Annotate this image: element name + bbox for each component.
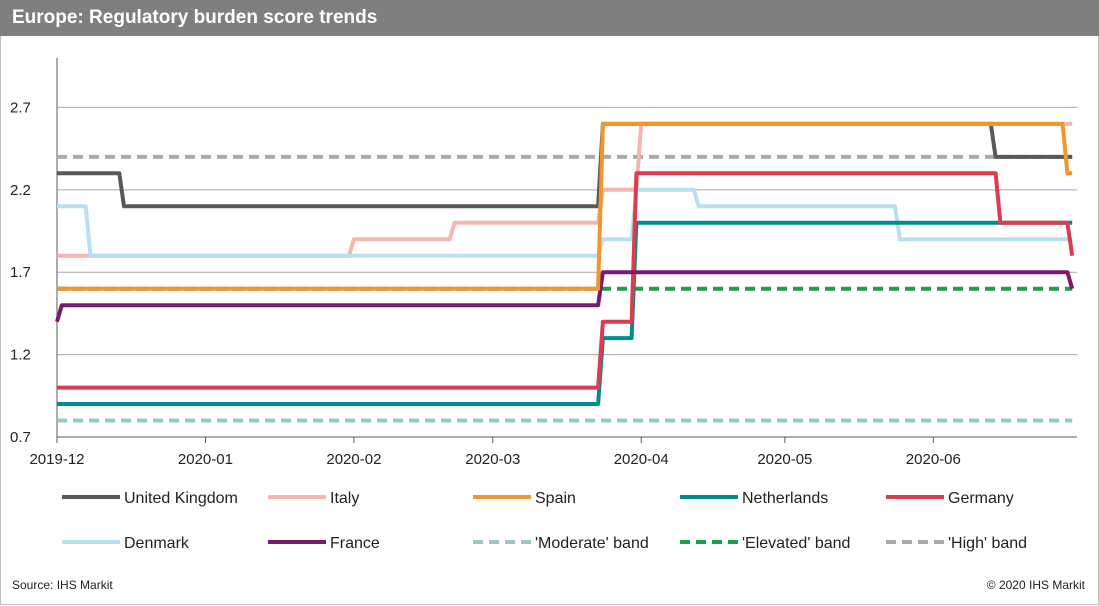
- legend-label: 'Moderate' band: [535, 535, 649, 552]
- legend-label: 'High' band: [948, 535, 1027, 552]
- series-line-united-kingdom: [57, 121, 1073, 209]
- legend-label: United Kingdom: [124, 490, 238, 507]
- x-tick-label: 2020-03: [465, 451, 520, 468]
- x-tick-label: 2020-01: [178, 451, 233, 468]
- source-note: Source: IHS Markit: [12, 578, 113, 592]
- title-bar: Europe: Regulatory burden score trends: [0, 0, 1099, 36]
- series-line-germany: [57, 171, 1075, 390]
- series-line-italy: [57, 121, 1073, 258]
- legend: United Kingdom Italy Spain Netherlands Germa…: [62, 490, 1027, 552]
- legend-label: France: [330, 535, 380, 552]
- series-line-netherlands: [57, 220, 1073, 406]
- x-tick-label: 2020-04: [614, 451, 669, 468]
- series-line-spain: [57, 121, 1073, 291]
- legend-label: Spain: [535, 490, 576, 507]
- legend-label: 'Elevated' band: [742, 535, 850, 552]
- y-tick-label: 1.7: [10, 264, 31, 281]
- legend-label: Germany: [948, 490, 1014, 507]
- series-lines: [55, 121, 1075, 423]
- y-tick-label: 2.2: [10, 182, 31, 199]
- y-tick-label: 0.7: [10, 429, 31, 446]
- y-tick-label: 1.2: [10, 347, 31, 364]
- copyright-note: © 2020 IHS Markit: [986, 578, 1085, 592]
- chart-title: Europe: Regulatory burden score trends: [12, 7, 378, 28]
- x-tick-label: 2020-06: [906, 451, 961, 468]
- y-axis-ticks: 0.7 1.2 1.7 2.2 2.7: [10, 99, 31, 446]
- legend-label: Denmark: [124, 535, 190, 552]
- x-tick-label: 2019-12: [29, 451, 84, 468]
- x-tick-label: 2020-05: [757, 451, 812, 468]
- x-tick-label: 2020-02: [326, 451, 381, 468]
- legend-label: Italy: [330, 490, 359, 507]
- legend-label: Netherlands: [742, 490, 828, 507]
- y-tick-label: 2.7: [10, 99, 31, 116]
- series-line-france: [55, 270, 1075, 323]
- x-axis: 2019-12 2020-01 2020-02 2020-03 2020-04 2020-…: [29, 436, 1077, 468]
